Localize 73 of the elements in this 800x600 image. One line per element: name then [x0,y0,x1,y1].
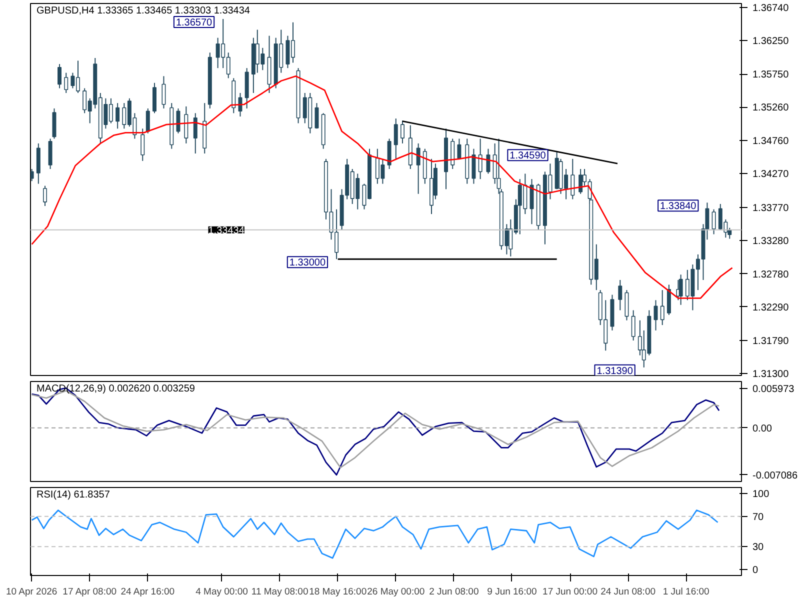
candlestick [184,106,188,144]
candlestick [666,284,671,316]
candlestick [48,138,52,170]
candlestick [394,118,398,160]
x-tick-label: 26 May 00:00 [367,586,425,598]
y-tick-label: 1.34270 [752,169,790,180]
y-tick-label: -0.007086 [752,470,798,482]
candlestick [30,168,34,182]
ref-line-label: 1.33434 [208,225,245,236]
y-tick-label: 1.35260 [752,102,790,114]
candlestick [478,138,482,180]
candlestick [176,108,180,134]
candlestick [416,142,420,194]
annotation: 1.33840 [660,201,697,212]
candlestick [624,290,629,321]
x-tick-label: 18 May 16:00 [309,586,367,598]
annotation: 1.34590 [510,150,546,162]
candlestick [193,112,198,154]
candlestick [64,72,68,94]
line-series [31,75,733,299]
y-tick-label: 0.005973 [752,384,795,395]
chart-title: RSI(14) 61.8357 [36,490,110,500]
candlestick [578,168,583,194]
candlestick [570,158,575,200]
x-tick-label: 4 May 00:00 [196,586,248,598]
x-tick-label: 24 Jun 08:00 [600,586,656,598]
candlestick [162,76,166,109]
candlestick [486,148,490,174]
x-tick-label: 17 Jun 00:00 [542,586,598,598]
line-series [31,510,718,559]
y-tick-label: 0.00 [752,423,772,434]
candlestick [387,138,392,170]
candlestick [140,128,145,162]
candlestick [450,138,455,170]
y-tick-label: 1.34760 [752,136,790,148]
y-tick-label: 1.33770 [752,202,790,214]
y-tick-label: 70 [752,512,764,523]
candlestick [472,148,476,184]
x-tick-label: 1 Jul 16:00 [662,586,710,598]
y-tick-label: 30 [752,542,764,554]
annotation: 1.31390 [596,366,634,377]
candlestick [618,279,622,311]
candlestick [712,208,716,235]
candlestick [678,274,683,306]
x-tick-label: 17 Apr 08:00 [62,586,117,598]
x-tick-label: 9 Jun 16:00 [487,586,537,598]
candlestick [58,64,62,89]
annotation: 1.33000 [289,258,326,269]
y-tick-label: 1.31790 [752,336,790,348]
y-tick-label: 1.31300 [752,368,790,380]
annotation: 1.36570 [176,17,213,28]
y-tick-label: 1.36740 [752,3,790,14]
candlestick [400,120,404,144]
y-tick-label: 1.32780 [752,269,790,280]
candlestick [43,185,47,206]
candlestick [457,138,462,160]
candlestick [146,108,150,134]
candlestick [660,290,664,326]
y-tick-label: 1.36250 [752,36,790,47]
y-tick-label: 1.35750 [752,70,790,81]
y-tick-label: 0 [752,564,758,576]
x-tick-label: 10 Apr 2026 [6,586,58,598]
x-tick-label: 11 May 08:00 [251,586,308,598]
candlestick [116,102,120,130]
candlestick [631,310,636,342]
y-tick-label: 1.33280 [752,236,790,247]
candlestick [530,178,534,225]
x-tick-label: 2 Jun 08:00 [429,586,479,598]
x-tick-label: 24 Apr 16:00 [120,586,175,598]
candlestick [152,82,156,114]
y-tick-label: 100 [752,489,770,500]
chart-title: GBPUSD,H4 1.33365 1.33465 1.33303 1.33434 [36,6,250,16]
y-tick-label: 1.32290 [752,302,790,314]
